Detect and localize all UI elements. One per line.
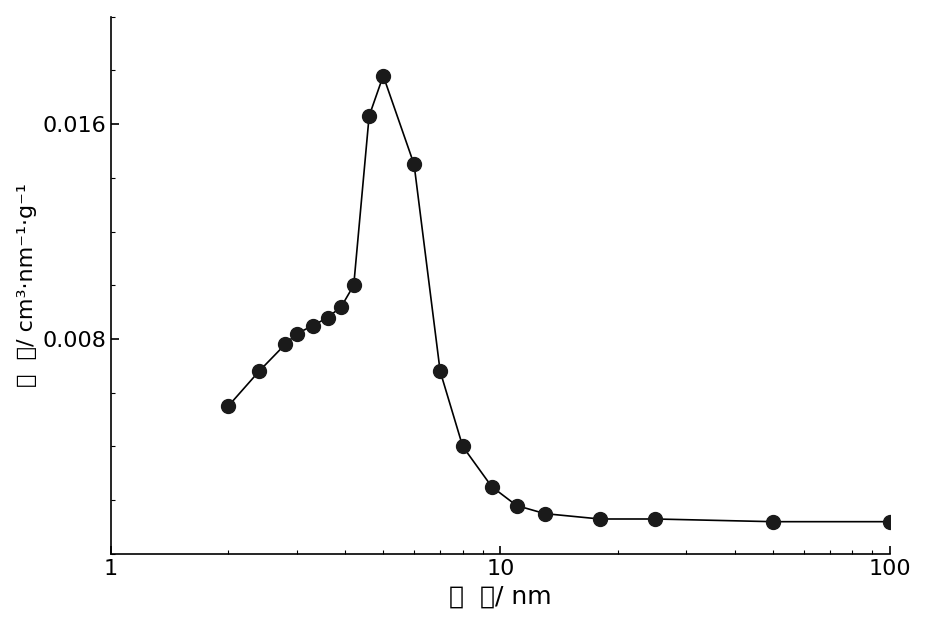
Y-axis label: 孔  容/ cm³·nm⁻¹·g⁻¹: 孔 容/ cm³·nm⁻¹·g⁻¹ — [17, 183, 37, 388]
X-axis label: 孔  径/ nm: 孔 径/ nm — [449, 584, 552, 608]
